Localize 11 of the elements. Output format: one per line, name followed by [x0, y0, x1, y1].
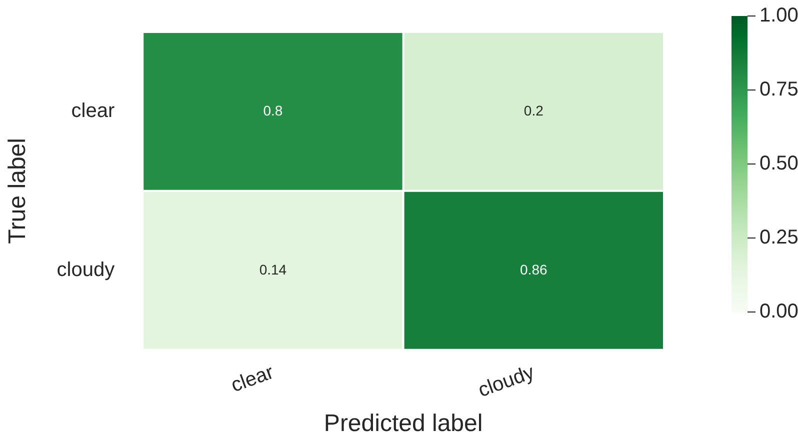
data-label: 0.14: [259, 261, 287, 278]
data-label: 0.2: [524, 102, 544, 118]
color-bar-label: 0.50: [760, 152, 798, 175]
color-bar-label: 0.25: [760, 226, 798, 249]
color-bar-label: 1.00: [760, 4, 798, 27]
y-axis-title: True label: [4, 138, 32, 244]
color-bar-label: 0.00: [760, 300, 798, 323]
color-bar-label: 0.75: [760, 78, 798, 101]
data-label: 0.86: [520, 261, 548, 278]
data-label: 0.8: [263, 102, 283, 118]
x-axis-title: Predicted label: [324, 410, 483, 438]
